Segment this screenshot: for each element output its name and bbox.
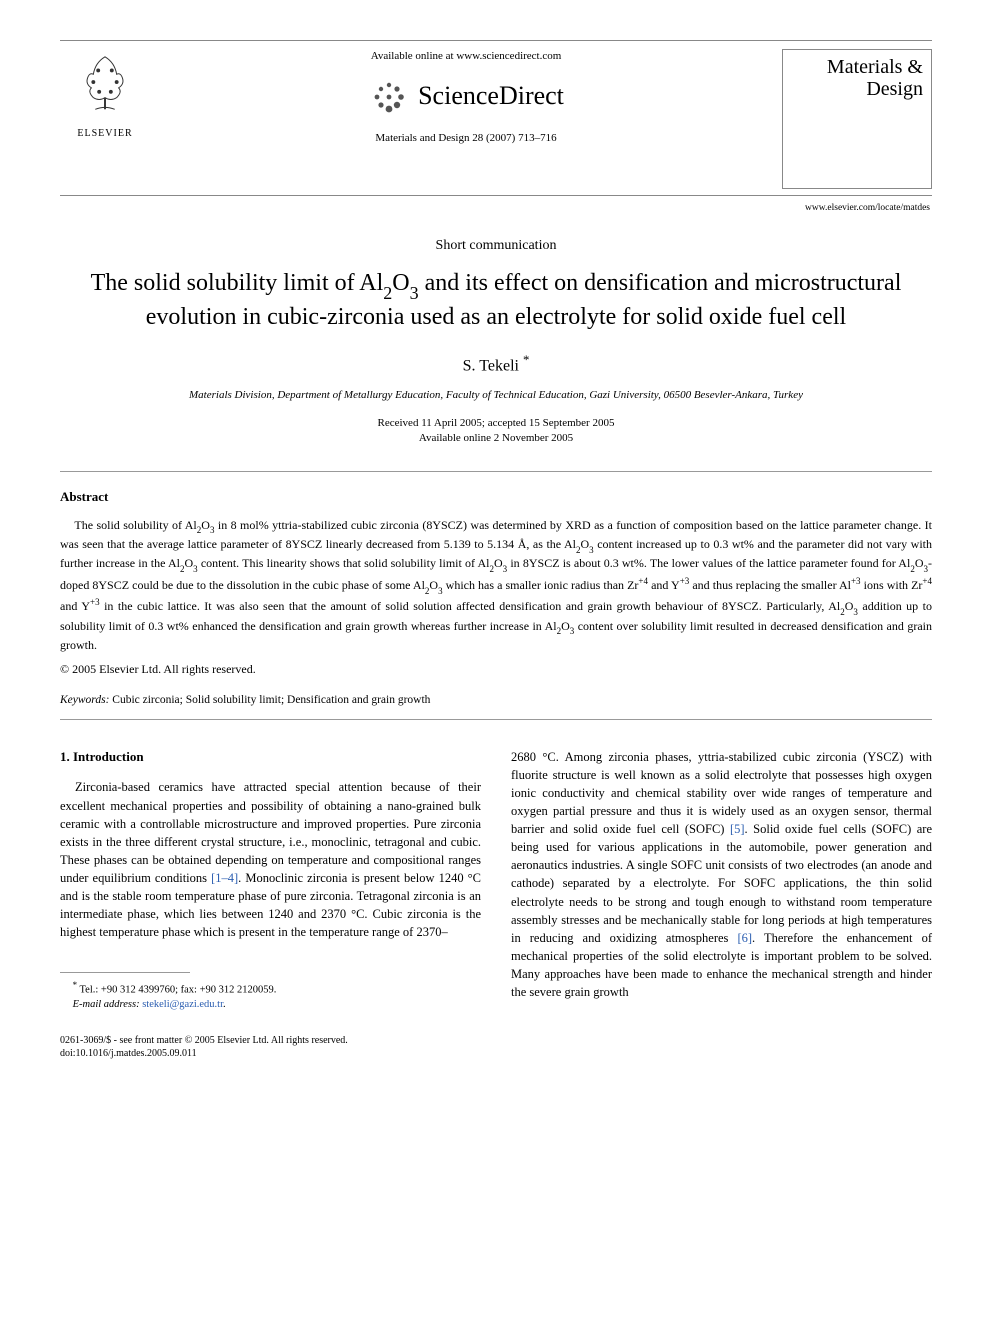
publisher-name: ELSEVIER bbox=[60, 127, 150, 142]
author-name: S. Tekeli * bbox=[60, 351, 932, 378]
keywords-text: Cubic zirconia; Solid solubility limit; … bbox=[112, 694, 430, 706]
section-heading: 1. Introduction bbox=[60, 748, 481, 767]
sciencedirect-logo: ScienceDirect bbox=[368, 75, 564, 117]
author-text: S. Tekeli bbox=[463, 358, 519, 375]
available-date: Available online 2 November 2005 bbox=[60, 431, 932, 446]
header-center: Available online at www.sciencedirect.co… bbox=[150, 49, 782, 147]
footnote-rule bbox=[60, 972, 190, 973]
section-number: 1. bbox=[60, 749, 70, 764]
journal-url: www.elsevier.com/locate/matdes bbox=[60, 202, 930, 216]
citation-link[interactable]: [5] bbox=[730, 822, 745, 836]
journal-cover-title: Materials & Design bbox=[791, 56, 923, 100]
citation-link[interactable]: [1–4] bbox=[211, 871, 238, 885]
sciencedirect-name: ScienceDirect bbox=[418, 77, 564, 115]
elsevier-tree-icon bbox=[75, 49, 135, 125]
section-title: Introduction bbox=[73, 749, 144, 764]
footer-lines: 0261-3069/$ - see front matter © 2005 El… bbox=[60, 1034, 932, 1060]
keywords-line: Keywords: Cubic zirconia; Solid solubili… bbox=[60, 692, 932, 709]
footnote-tel: Tel.: +90 312 4399760; fax: +90 312 2120… bbox=[79, 984, 276, 995]
citation-link[interactable]: [6] bbox=[737, 931, 752, 945]
author-email[interactable]: stekeli@gazi.edu.tr bbox=[142, 999, 223, 1010]
affiliation: Materials Division, Department of Metall… bbox=[60, 388, 932, 404]
abstract-text: The solid solubility of Al2O3 in 8 mol% … bbox=[60, 517, 932, 655]
column-right: 2680 °C. Among zirconia phases, yttria-s… bbox=[511, 748, 932, 1013]
received-date: Received 11 April 2005; accepted 15 Sept… bbox=[60, 416, 932, 431]
available-online-text: Available online at www.sciencedirect.co… bbox=[160, 49, 772, 65]
article-type: Short communication bbox=[60, 236, 932, 256]
column-left: 1. Introduction Zirconia-based ceramics … bbox=[60, 748, 481, 1013]
keywords-label: Keywords: bbox=[60, 694, 109, 706]
abstract-copyright: © 2005 Elsevier Ltd. All rights reserved… bbox=[60, 661, 932, 678]
email-label: E-mail address: bbox=[73, 999, 140, 1010]
body-paragraph: 2680 °C. Among zirconia phases, yttria-s… bbox=[511, 748, 932, 1002]
body-columns: 1. Introduction Zirconia-based ceramics … bbox=[60, 748, 932, 1013]
journal-cover: Materials & Design bbox=[782, 49, 932, 189]
abstract-heading: Abstract bbox=[60, 488, 932, 507]
doi-line: doi:10.1016/j.matdes.2005.09.011 bbox=[60, 1047, 932, 1060]
email-footnote: E-mail address: stekeli@gazi.edu.tr. bbox=[60, 998, 481, 1013]
article-title: The solid solubility limit of Al2O3 and … bbox=[90, 268, 902, 333]
journal-citation: Materials and Design 28 (2007) 713–716 bbox=[160, 131, 772, 147]
corresponding-marker: * bbox=[523, 353, 529, 367]
issn-line: 0261-3069/$ - see front matter © 2005 El… bbox=[60, 1034, 932, 1047]
article-dates: Received 11 April 2005; accepted 15 Sept… bbox=[60, 416, 932, 447]
divider bbox=[60, 719, 932, 720]
divider bbox=[60, 471, 932, 472]
footnote-marker: * bbox=[73, 980, 77, 990]
publisher-block: ELSEVIER bbox=[60, 49, 150, 141]
body-paragraph: Zirconia-based ceramics have attracted s… bbox=[60, 778, 481, 941]
corresponding-footnote: * Tel.: +90 312 4399760; fax: +90 312 21… bbox=[60, 979, 481, 998]
journal-header: ELSEVIER Available online at www.science… bbox=[60, 40, 932, 196]
sciencedirect-orb-icon bbox=[368, 75, 410, 117]
